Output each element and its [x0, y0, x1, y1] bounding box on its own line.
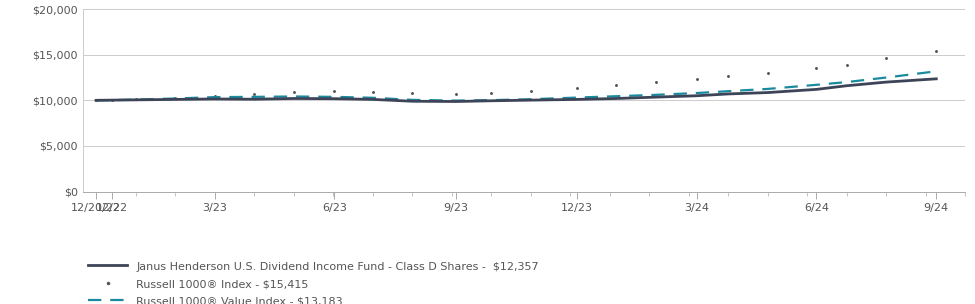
Legend: Janus Henderson U.S. Dividend Income Fund - Class D Shares -  $12,357, Russell 1: Janus Henderson U.S. Dividend Income Fun… — [89, 261, 539, 304]
